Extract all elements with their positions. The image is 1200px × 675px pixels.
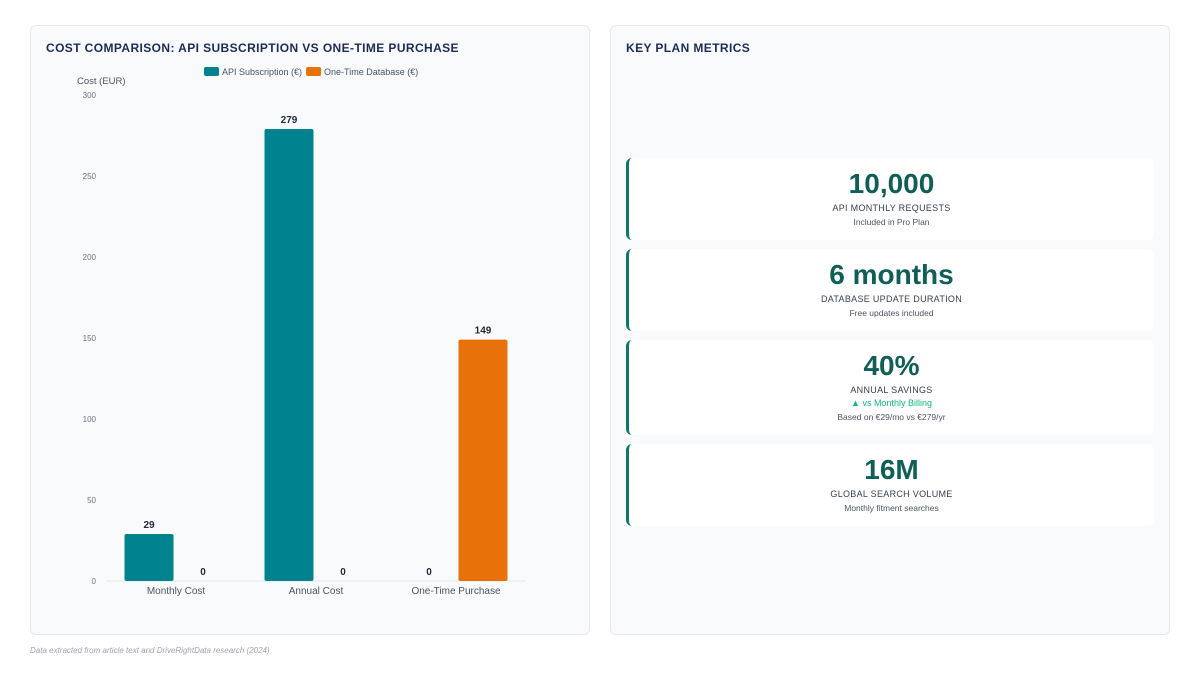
- y-tick-label: 250: [83, 172, 97, 181]
- y-tick-label: 150: [83, 334, 97, 343]
- metric-card-update-duration: 6 months DATABASE UPDATE DURATION Free u…: [626, 249, 1154, 331]
- metric-subtext: Free updates included: [849, 308, 934, 318]
- data-label: 279: [281, 115, 298, 126]
- bar: [264, 129, 314, 581]
- metric-value: 16M: [864, 454, 919, 485]
- y-tick-label: 300: [83, 91, 97, 100]
- bar-chart: 0 50 100 150 200 250 300 Cost (EUR) API Subscrip…: [77, 67, 526, 597]
- metric-value: 40%: [863, 350, 920, 381]
- x-tick-label: Annual Cost: [289, 586, 344, 597]
- y-tick-label: 100: [83, 415, 97, 424]
- metric-subtext: Included in Pro Plan: [853, 217, 930, 227]
- metric-label: DATABASE UPDATE DURATION: [820, 294, 963, 304]
- metric-label: API MONTHLY REQUESTS: [832, 203, 951, 213]
- metric-value: 6 months: [829, 259, 954, 290]
- data-label: 0: [426, 567, 432, 578]
- metric-card-search-volume: 16M GLOBAL SEARCH VOLUME Monthly fitment…: [626, 444, 1154, 526]
- legend-swatch: [204, 67, 219, 76]
- metric-label: ANNUAL SAVINGS: [850, 385, 933, 395]
- bar: [458, 339, 508, 581]
- footnote: Data extracted from article text and Dri…: [30, 646, 270, 655]
- chart-panel: 0 50 100 150 200 250 300 Cost (EUR) API Subscrip…: [30, 25, 590, 635]
- chart-title: COST COMPARISON: API SUBSCRIPTION VS ONE…: [46, 41, 459, 55]
- data-label: 149: [475, 326, 492, 337]
- y-tick-label: 200: [83, 253, 97, 262]
- metrics-panel: KEY PLAN METRICS 10,000 API MONTHLY REQU…: [610, 25, 1170, 635]
- metric-label: GLOBAL SEARCH VOLUME: [830, 489, 953, 499]
- legend-swatch: [306, 67, 322, 76]
- bar: [124, 534, 174, 581]
- x-tick-label: Monthly Cost: [147, 586, 206, 597]
- legend-label: One-Time Database (€): [324, 67, 418, 77]
- metrics-title: KEY PLAN METRICS: [626, 41, 751, 55]
- legend-label: API Subscription (€): [222, 67, 302, 77]
- data-label: 0: [340, 567, 346, 578]
- metric-card-api-requests: 10,000 API MONTHLY REQUESTS Included in …: [626, 158, 1154, 240]
- metric-trend: ▲ vs Monthly Billing: [851, 398, 932, 408]
- y-tick-label: 0: [92, 577, 97, 586]
- metric-card-annual-savings: 40% ANNUAL SAVINGS ▲ vs Monthly Billing …: [626, 340, 1154, 435]
- metric-value: 10,000: [848, 168, 935, 199]
- x-tick-label: One-Time Purchase: [411, 586, 501, 597]
- metric-subtext: Based on €29/mo vs €279/yr: [837, 412, 946, 422]
- data-label: 29: [143, 520, 155, 531]
- y-axis-label: Cost (EUR): [77, 76, 126, 87]
- metric-subtext: Monthly fitment searches: [844, 503, 939, 513]
- data-label: 0: [200, 567, 206, 578]
- y-tick-label: 50: [87, 496, 96, 505]
